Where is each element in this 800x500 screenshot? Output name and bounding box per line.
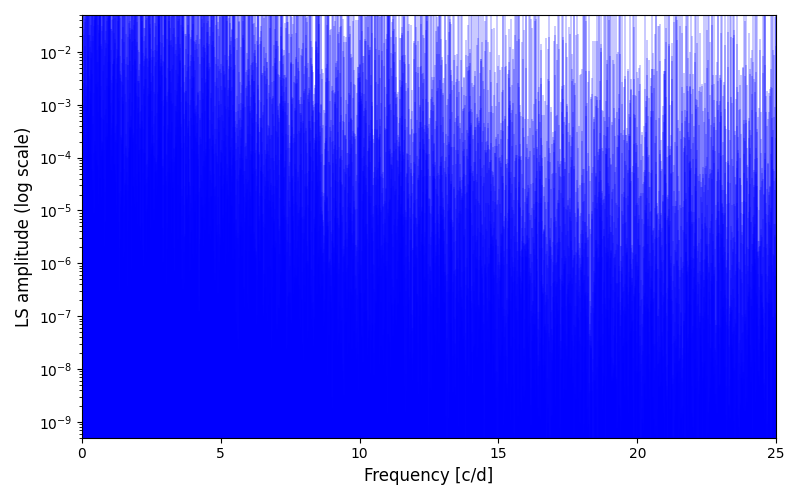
X-axis label: Frequency [c/d]: Frequency [c/d] [364,467,494,485]
Y-axis label: LS amplitude (log scale): LS amplitude (log scale) [15,126,33,326]
